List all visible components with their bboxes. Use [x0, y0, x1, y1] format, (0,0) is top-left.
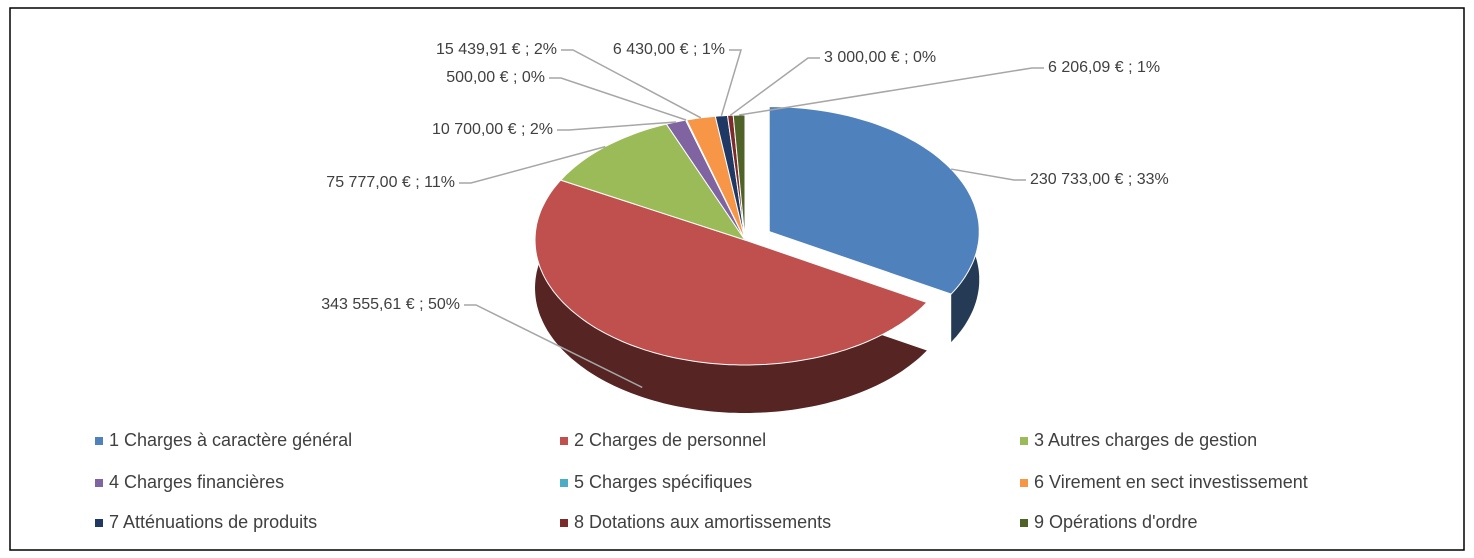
legend-label: 5 Charges spécifiques: [574, 472, 752, 492]
leader-line: [549, 77, 687, 121]
leader-line: [561, 49, 702, 119]
leader-line: [738, 67, 1044, 116]
legend-label: 7 Atténuations de produits: [109, 512, 317, 532]
legend-label: 2 Charges de personnel: [574, 430, 766, 450]
leader-line: [459, 145, 606, 184]
data-label: 500,00 € ; 0%: [446, 69, 545, 86]
legend-swatch: [1020, 437, 1028, 445]
legend-label: 8 Dotations aux amortissements: [574, 512, 831, 532]
data-label: 10 700,00 € ; 2%: [432, 121, 553, 138]
legend-label: 6 Virement en sect investissement: [1034, 472, 1308, 492]
legend-label: 9 Opérations d'ordre: [1034, 512, 1198, 532]
data-label: 230 733,00 € ; 33%: [1030, 171, 1169, 188]
legend-swatch: [95, 479, 103, 487]
slice: [534, 179, 928, 366]
leader-line: [729, 57, 820, 116]
legend-label: 3 Autres charges de gestion: [1034, 430, 1257, 450]
legend-swatch: [1020, 479, 1028, 487]
leader-line: [557, 121, 676, 131]
data-label: 343 555,61 € ; 50%: [321, 296, 460, 313]
legend-swatch: [560, 437, 568, 445]
leader-line: [950, 168, 1026, 181]
legend-swatch: [1020, 519, 1028, 527]
data-label: 6 430,00 € ; 1%: [613, 41, 725, 58]
data-label: 15 439,91 € ; 2%: [436, 41, 557, 58]
legend-swatch: [560, 479, 568, 487]
leader-line: [464, 304, 643, 389]
data-label: 75 777,00 € ; 11%: [326, 174, 455, 191]
data-label: 3 000,00 € ; 0%: [824, 49, 936, 66]
legend-swatch: [560, 519, 568, 527]
legend-label: 1 Charges à caractère général: [109, 430, 352, 450]
data-label: 6 206,09 € ; 1%: [1048, 59, 1160, 76]
legend-swatch: [95, 437, 103, 445]
leader-line: [720, 49, 743, 117]
legend-label: 4 Charges financières: [109, 472, 284, 492]
legend-swatch: [95, 519, 103, 527]
